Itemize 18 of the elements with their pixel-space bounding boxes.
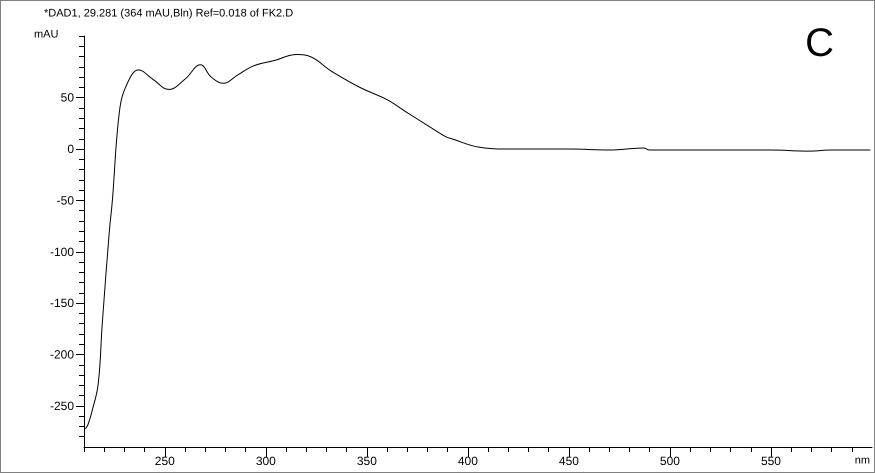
x-tick-label: 350 [356, 454, 378, 468]
x-tick-label: 400 [458, 454, 478, 468]
x-tick-label: 300 [256, 454, 276, 468]
y-tick-label: -250 [50, 398, 74, 413]
x-tick-label: 450 [558, 454, 580, 468]
chart-title: *DAD1, 29.281 (364 mAU,Bln) Ref=0.018 of FK2.D [44, 8, 294, 20]
y-tick-label: -150 [50, 296, 74, 310]
x-tick-label: 250 [154, 454, 176, 468]
y-tick-label: -200 [50, 348, 74, 362]
y-tick-label: 50 [60, 90, 74, 105]
y-tick-label: -100 [50, 244, 74, 259]
x-axis-title: nm [854, 454, 870, 466]
annotation: C [805, 21, 834, 65]
y-tick-label: 0 [67, 142, 74, 156]
y-tick-label: -50 [56, 193, 74, 208]
x-tick-label: 550 [760, 454, 782, 468]
y-axis-title: mAU [34, 28, 58, 40]
x-tick-label: 500 [660, 454, 680, 468]
